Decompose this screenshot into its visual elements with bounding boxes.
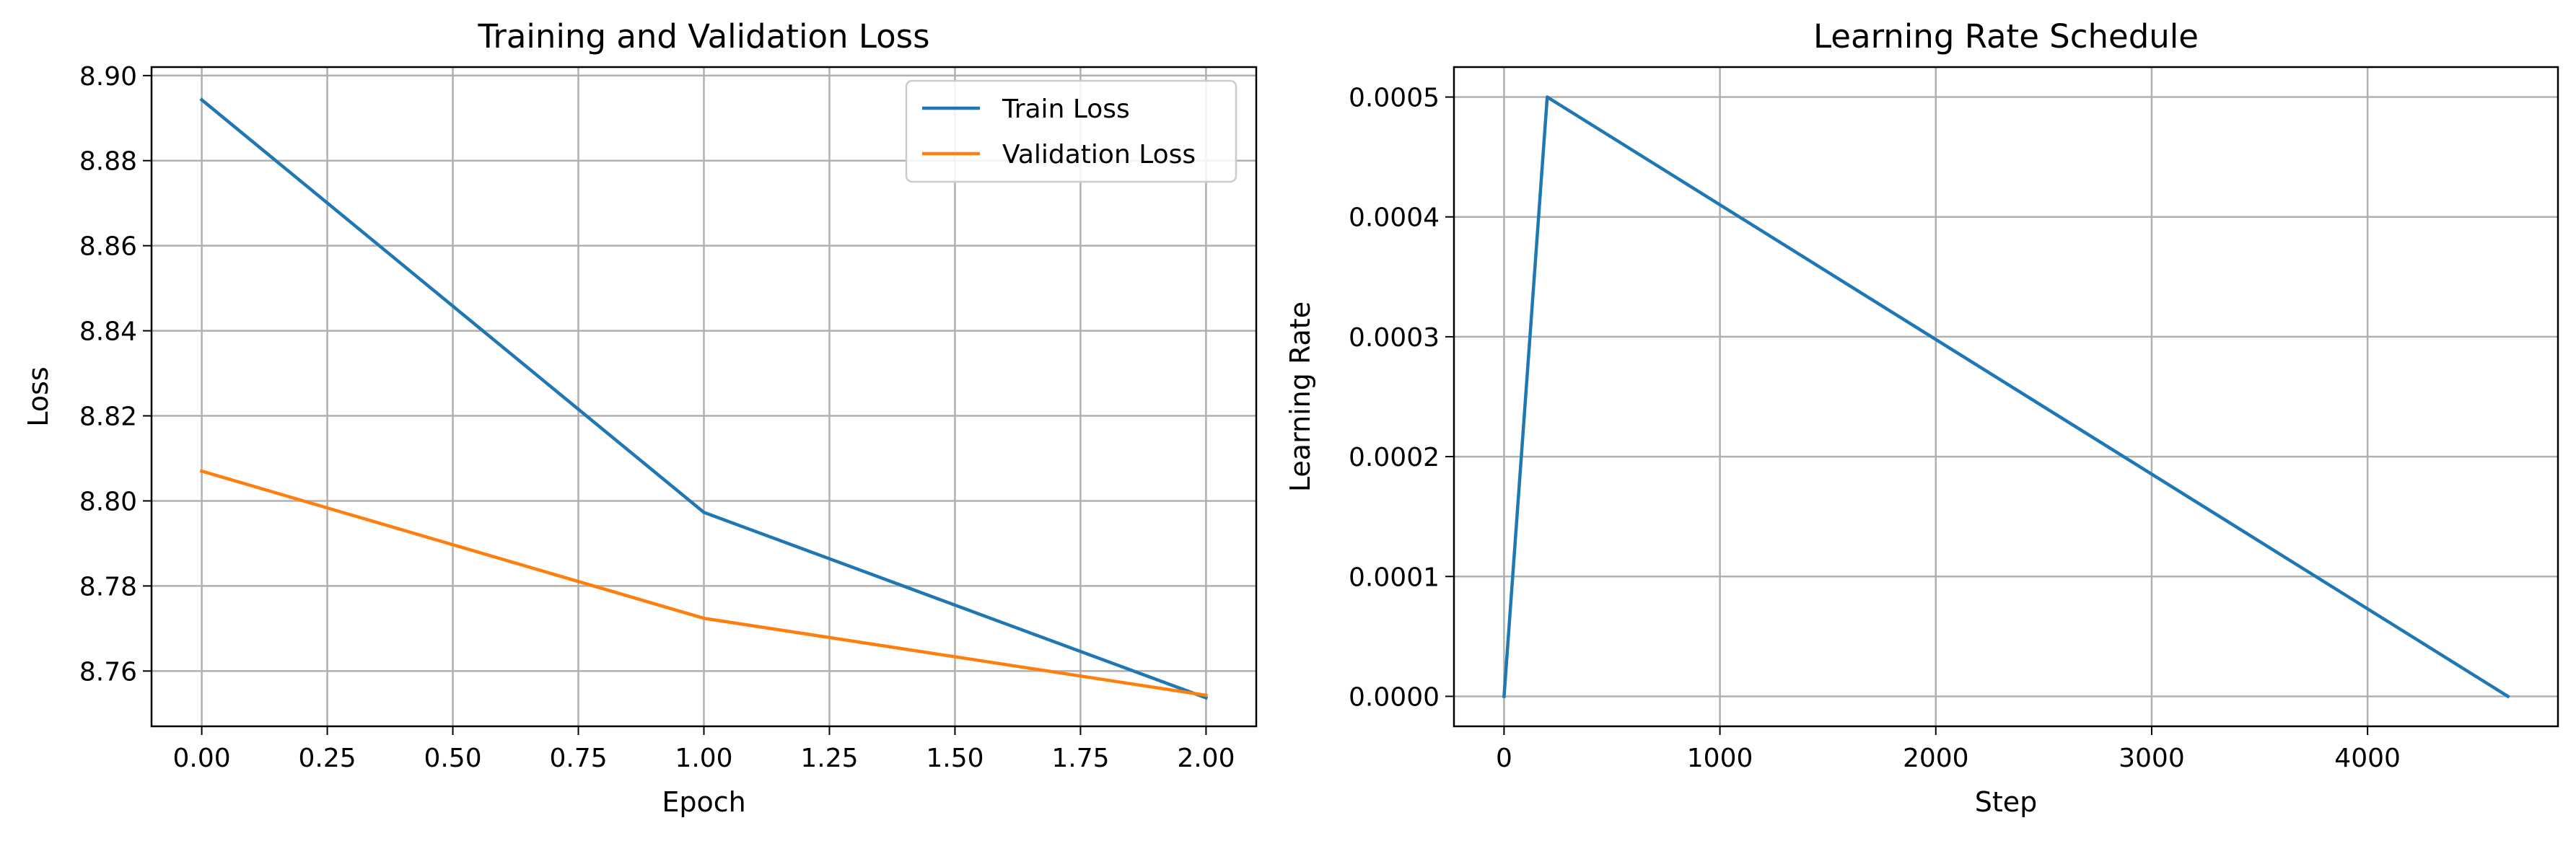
loss-x-tick-label: 1.25: [800, 744, 858, 773]
loss-y-tick-label: 8.90: [79, 62, 137, 92]
lr-chart: 0 1000 2000 3000 4000 0.0000 0.0001 0.0002 0.000…: [1284, 17, 2559, 818]
loss-series-line-2: [199, 469, 1208, 697]
loss-x-tick-label: 0.50: [424, 744, 481, 773]
lr-ticks: 0 1000 2000 3000 4000 0.0000 0.0001 0.0002 0.000…: [1349, 84, 2401, 773]
legend-box: [905, 79, 1237, 183]
loss-y-axis-label: Loss: [22, 366, 54, 426]
loss-y-tick-label: 8.88: [79, 147, 137, 177]
lr-y-tick-label: 0.0002: [1349, 443, 1440, 472]
loss-x-tick-label: 1.00: [675, 744, 732, 773]
loss-series: [199, 97, 1209, 700]
lr-y-tick-label: 0.0005: [1349, 84, 1440, 113]
lr-y-tick-label: 0.0000: [1349, 682, 1440, 712]
loss-chart-title: Training and Validation Loss: [477, 17, 929, 56]
lr-x-axis-label: Step: [1975, 786, 2038, 818]
loss-x-tick-label: 1.50: [926, 744, 983, 773]
loss-y-tick-label: 8.78: [79, 572, 137, 602]
loss-x-axis-label: Epoch: [662, 786, 745, 818]
loss-series-line-1: [199, 97, 1209, 700]
loss-legend: Train Loss Validation Loss: [905, 79, 1237, 183]
legend-label-2: Validation Loss: [1002, 140, 1196, 169]
lr-x-tick-label: 2000: [1903, 744, 1969, 773]
lr-chart-title: Learning Rate Schedule: [1813, 17, 2199, 56]
lr-grid: [1454, 67, 2558, 726]
lr-x-tick-label: 4000: [2334, 744, 2401, 773]
loss-y-tick-label: 8.76: [79, 657, 137, 687]
legend-label-1: Train Loss: [1002, 94, 1130, 124]
loss-y-tick-label: 8.82: [79, 402, 137, 432]
loss-y-tick-label: 8.80: [79, 487, 137, 516]
lr-series: [1502, 95, 2510, 699]
lr-x-tick-label: 1000: [1687, 744, 1753, 773]
loss-x-tick-label: 2.00: [1177, 744, 1235, 773]
loss-x-tick-label: 0.75: [549, 744, 607, 773]
loss-x-tick-label: 0.00: [173, 744, 231, 773]
loss-chart: 0.00 0.25 0.50 0.75 1.00 1.25 1.50 1.75 2.00 8.76…: [22, 17, 1258, 818]
loss-ticks: 0.00 0.25 0.50 0.75 1.00 1.25 1.50 1.75 2.00 8.76…: [79, 62, 1235, 773]
lr-y-tick-label: 0.0004: [1349, 203, 1440, 233]
loss-x-tick-label: 0.25: [298, 744, 356, 773]
lr-y-tick-label: 0.0001: [1349, 563, 1440, 592]
lr-x-tick-label: 0: [1496, 744, 1512, 773]
lr-x-tick-label: 3000: [2119, 744, 2185, 773]
loss-y-tick-label: 8.84: [79, 317, 137, 347]
loss-x-tick-label: 1.75: [1051, 744, 1109, 773]
loss-y-tick-label: 8.86: [79, 232, 137, 262]
lr-y-tick-label: 0.0003: [1349, 323, 1440, 353]
lr-y-axis-label: Learning Rate: [1284, 301, 1316, 492]
lr-plot-frame: [1453, 66, 2559, 728]
lr-series-line-1: [1502, 95, 2510, 699]
loss-grid: [152, 67, 1256, 726]
